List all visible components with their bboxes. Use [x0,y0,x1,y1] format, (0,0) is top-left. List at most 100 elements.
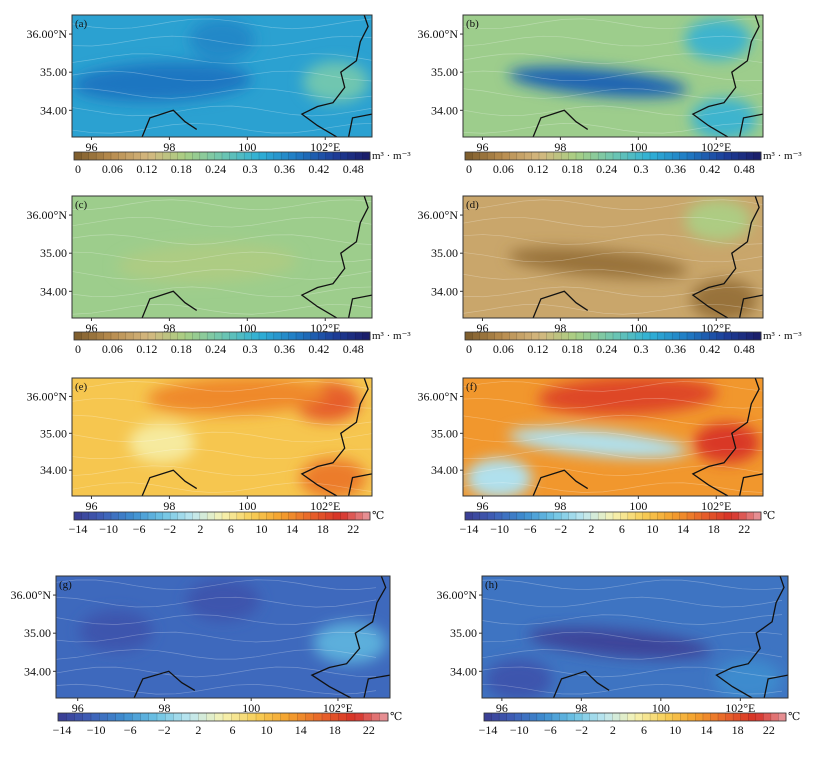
colorbar-tick-label: 0.06 [493,342,514,356]
colorbar-segment [288,332,297,340]
x-tick-label: 98 [554,140,566,154]
colorbar-tick-label: 0.48 [343,162,364,176]
colorbar-unit: ℃ [372,510,384,522]
colorbar-tick-label: 18 [317,522,329,536]
colorbar-segment [207,512,215,520]
y-tick-label: 36.00°N [437,588,478,602]
field-layer [463,15,763,137]
colorbar-segment [509,332,518,340]
x-tick-label: 98 [163,499,175,513]
colorbar-tick-label: 22 [738,522,750,536]
colorbar-segment [266,332,275,340]
boundary-line [347,113,372,137]
colorbar-tick-label: −6 [133,522,146,536]
colorbar-segment [509,152,518,160]
x-tick-label: 98 [158,701,170,715]
colorbar-segment [755,713,764,721]
colorbar-segment [567,713,575,721]
colorbar-segment [81,152,90,160]
y-tick-label: 36.00°N [418,208,459,222]
colorbar-tick-label: 0.18 [562,342,583,356]
colorbar-segment [288,152,297,160]
boundary-line [738,473,763,496]
colorbar-segment [333,512,341,520]
boundary-line [532,109,589,137]
x-tick-label: 96 [85,321,97,335]
panel-c: (c) 36.00°N 35.00 34.00 96 98 100 102°E 0 0.06 0.1… [27,195,411,356]
colorbar-segment [709,512,717,520]
y-tick-label: 36.00°N [11,588,52,602]
colorbar-segment [576,332,584,340]
colorbar-segment [472,512,481,520]
colorbar-segment [297,713,306,721]
colorbar-segment [236,152,245,160]
colorbar-segment [553,152,562,160]
x-tick-label: 102°E [701,499,731,513]
colorbar-segment [162,152,171,160]
colorbar-segment [333,332,341,340]
colorbar-tick-label: 0.12 [136,162,157,176]
colorbar-tick-label: 0.36 [274,162,295,176]
colorbar-frame [73,151,371,161]
colorbar-segment [724,152,732,160]
colorbar-segment [346,713,356,721]
colorbar-tick-label: 10 [647,522,659,536]
colorbar-tick-label: 0 [75,342,81,356]
y-tick-label: 34.00 [24,664,51,678]
colorbar-segment [362,152,371,160]
x-tick-label: 96 [72,701,84,715]
colorbar-segment [170,512,178,520]
y-tick-label: 36.00°N [418,389,459,403]
colorbar-segment [155,152,164,160]
boundary-line [300,196,369,318]
colorbar-segment [642,152,651,160]
colorbar-frame [464,511,762,521]
colorbar-tick-label: −10 [87,723,106,737]
boundary-line [738,294,763,318]
colorbar-segment [281,332,289,340]
colorbar-segment [74,152,82,160]
colorbar-tick-label: −6 [524,522,537,536]
colorbar-segment [222,512,230,520]
colorbar-tick-label: 0 [466,162,472,176]
colorbar-segment [598,152,606,160]
map-frame [71,377,373,497]
colorbar-segment [516,512,525,520]
colorbar-segment [140,512,149,520]
map-frame [55,575,391,699]
colorbar-segment [731,152,740,160]
colorbar-segment [544,713,553,721]
panel-label: (b) [466,18,479,30]
x-tick-label: 102°E [725,701,755,715]
colorbar-segment [716,512,725,520]
colorbar-segment [88,152,97,160]
colorbar-segment [694,152,703,160]
x-tick-label: 100 [629,140,647,154]
colorbar-tick-label: −10 [510,723,529,737]
colorbar-segment [199,332,208,340]
colorbar-segment [665,713,674,721]
colorbar-segment [679,152,688,160]
y-tick-label: 34.00 [431,463,458,477]
colorbar-segment [133,152,141,160]
colorbar-segment [657,512,666,520]
colorbar-segment [82,713,92,721]
colorbar-segment [74,512,82,520]
colorbar-tick-label: 22 [363,723,375,737]
colorbar-segment [529,713,538,721]
colorbar-segment [111,332,119,340]
colorbar-segment [753,512,762,520]
colorbar-segment [746,332,754,340]
colorbar-segment [568,152,577,160]
colorbar-segment [379,713,389,721]
colorbar-segment [740,713,749,721]
colorbar-segment [695,713,704,721]
colorbar-segment [701,332,710,340]
colorbar-segment [589,713,598,721]
boundary-line [691,15,760,137]
x-tick-label: 96 [476,321,488,335]
colorbar-segment [612,713,621,721]
colorbar-segment [296,512,304,520]
colorbar-segment [177,152,186,160]
x-tick-label: 102°E [701,321,731,335]
